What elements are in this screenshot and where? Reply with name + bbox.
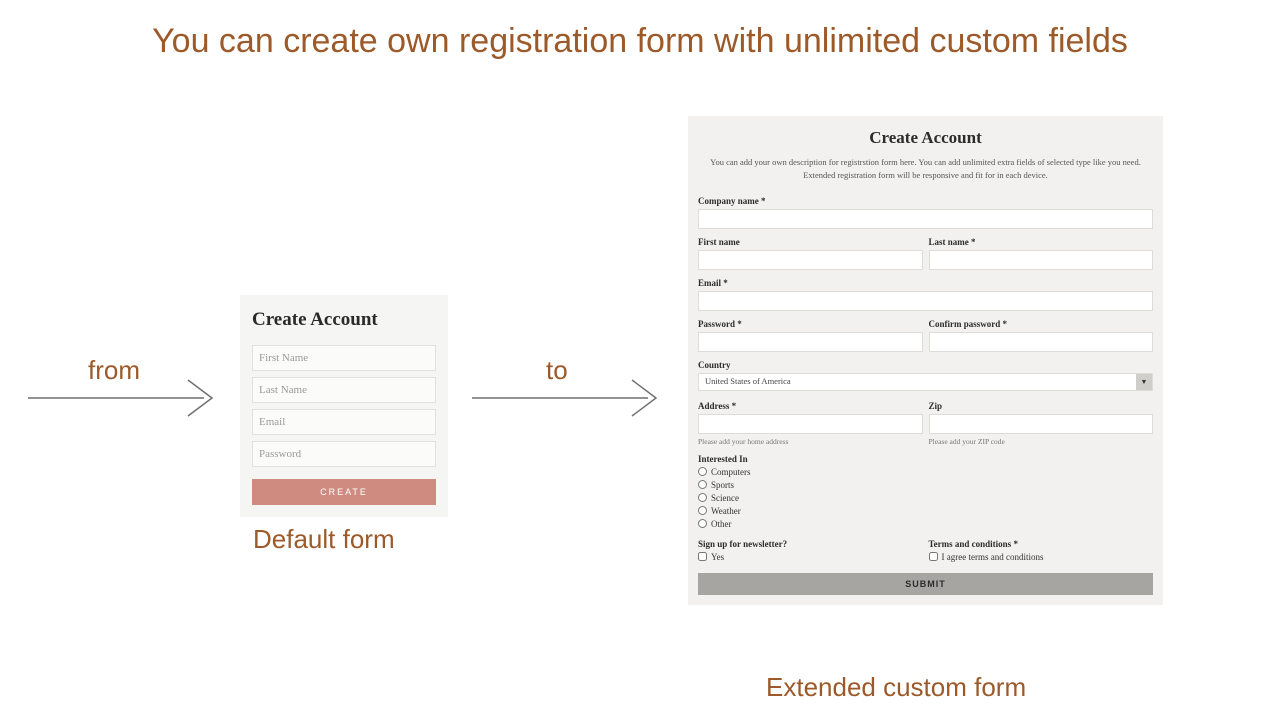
interest-label: Weather — [711, 506, 741, 516]
country-value: United States of America — [705, 376, 791, 386]
terms-label: Terms and conditions * — [929, 539, 1154, 549]
ext-form-description: You can add your own description for reg… — [698, 156, 1153, 182]
page-headline: You can create own registration form wit… — [0, 22, 1280, 61]
company-label: Company name * — [698, 196, 1153, 206]
first-name-label: First name — [698, 237, 923, 247]
ext-confirm-password-input[interactable] — [929, 332, 1154, 352]
interest-option[interactable]: Computers — [698, 467, 1153, 477]
email-label: Email * — [698, 278, 1153, 288]
default-form-panel: Create Account CREATE — [240, 295, 448, 517]
company-input[interactable] — [698, 209, 1153, 229]
country-select[interactable]: United States of America ▼ — [698, 373, 1153, 391]
terms-checkbox[interactable]: I agree terms and conditions — [929, 552, 1154, 562]
zip-input[interactable] — [929, 414, 1154, 434]
address-input[interactable] — [698, 414, 923, 434]
interest-option[interactable]: Other — [698, 519, 1153, 529]
default-form-caption: Default form — [253, 524, 395, 555]
terms-text: I agree terms and conditions — [942, 552, 1044, 562]
interest-option[interactable]: Science — [698, 493, 1153, 503]
ext-email-input[interactable] — [698, 291, 1153, 311]
address-hint: Please add your home address — [698, 437, 923, 446]
ext-last-name-input[interactable] — [929, 250, 1154, 270]
newsletter-label: Sign up for newsletter? — [698, 539, 923, 549]
submit-button[interactable]: SUBMIT — [698, 573, 1153, 595]
email-input[interactable] — [252, 409, 436, 435]
ext-form-caption: Extended custom form — [766, 672, 1026, 703]
interest-label: Science — [711, 493, 739, 503]
address-label: Address * — [698, 401, 923, 411]
interest-label: Other — [711, 519, 732, 529]
last-name-label: Last name * — [929, 237, 1154, 247]
interest-option[interactable]: Sports — [698, 480, 1153, 490]
arrow-right-icon — [472, 376, 662, 420]
arrow-right-icon — [28, 376, 218, 420]
interest-option[interactable]: Weather — [698, 506, 1153, 516]
default-form-title: Create Account — [252, 309, 436, 331]
country-label: Country — [698, 360, 1153, 370]
newsletter-checkbox[interactable]: Yes — [698, 552, 923, 562]
zip-hint: Please add your ZIP code — [929, 437, 1154, 446]
newsletter-yes-label: Yes — [711, 552, 724, 562]
first-name-input[interactable] — [252, 345, 436, 371]
ext-first-name-input[interactable] — [698, 250, 923, 270]
extended-form-panel: Create Account You can add your own desc… — [688, 116, 1163, 605]
create-button[interactable]: CREATE — [252, 479, 436, 505]
last-name-input[interactable] — [252, 377, 436, 403]
interested-label: Interested In — [698, 454, 1153, 464]
chevron-down-icon: ▼ — [1136, 374, 1152, 390]
zip-label: Zip — [929, 401, 1154, 411]
interest-label: Sports — [711, 480, 734, 490]
confirm-password-label: Confirm password * — [929, 319, 1154, 329]
password-label: Password * — [698, 319, 923, 329]
ext-form-title: Create Account — [698, 128, 1153, 148]
interest-label: Computers — [711, 467, 751, 477]
ext-password-input[interactable] — [698, 332, 923, 352]
password-input[interactable] — [252, 441, 436, 467]
